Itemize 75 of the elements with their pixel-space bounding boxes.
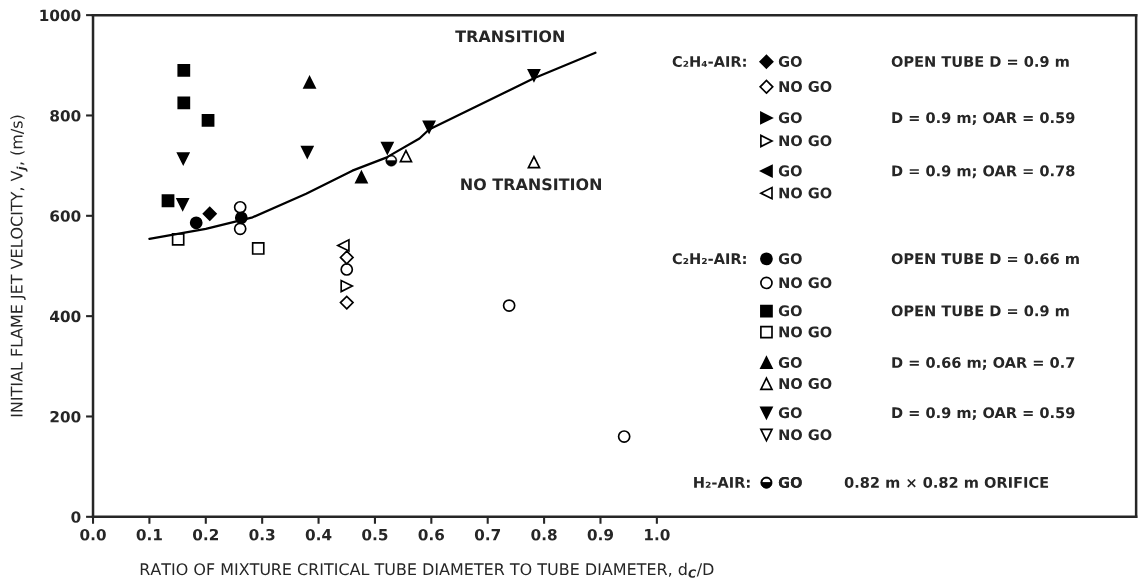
- x-tick-label: 0.1: [136, 528, 162, 541]
- y-tick-label: 1000: [40, 9, 81, 22]
- y-tick-label: 400: [50, 310, 81, 323]
- annotation: D = 0.9 m; OAR = 0.59: [892, 112, 1075, 126]
- annotation: 0.82 m × 0.82 m ORIFICE: [844, 476, 1049, 488]
- legend-label: GO: [778, 165, 802, 177]
- point: [502, 299, 516, 312]
- legend-label: NO GO: [779, 326, 832, 338]
- legend-label: GO: [778, 476, 802, 488]
- point: [177, 96, 191, 110]
- legend-label: NO GO: [779, 429, 832, 441]
- annotation: C₂H₂-AIR:: [672, 253, 746, 265]
- point: [233, 222, 247, 236]
- point: [340, 263, 354, 276]
- point: [617, 430, 631, 443]
- legend-label: GO: [778, 305, 802, 317]
- y-axis-title: INITIAL FLAME JET VELOCITY, V$_{j}$, (m/s): [10, 115, 28, 417]
- x-tick-label: 0.6: [418, 528, 445, 541]
- y-tick-label: 0: [71, 511, 81, 523]
- x-tick-label: 0.0: [80, 528, 106, 541]
- x-tick-label: 0.8: [531, 528, 557, 541]
- x-tick-label: 0.9: [587, 528, 614, 541]
- legend-label: NO GO: [779, 81, 832, 93]
- x-tick-label: 1.0: [645, 528, 670, 541]
- x-axis-title: RATIO OF MIXTURE CRITICAL TUBE DIAMETER TO TUBE DIAMETER, d$_{C}$/D: [140, 562, 714, 578]
- annotation: D = 0.9 m; OAR = 0.78: [892, 165, 1075, 179]
- legend-label: GO: [778, 55, 802, 68]
- point: [339, 250, 354, 265]
- point: [336, 239, 350, 252]
- legend-label: GO: [778, 253, 802, 265]
- point: [201, 114, 215, 127]
- point: [339, 295, 354, 310]
- point: [340, 279, 354, 293]
- point: [171, 232, 185, 246]
- annotation: C₂H₄-AIR:: [672, 55, 746, 68]
- point: [380, 141, 394, 155]
- point: [233, 200, 247, 214]
- legend-label: NO GO: [779, 378, 832, 390]
- point: [176, 152, 190, 166]
- y-tick-label: 800: [50, 109, 81, 122]
- point: [176, 197, 190, 211]
- legend-label: NO GO: [779, 135, 832, 147]
- legend-label: GO: [778, 112, 802, 124]
- annotation: D = 0.9 m; OAR = 0.59: [892, 407, 1075, 421]
- x-tick-label: 0.3: [249, 528, 275, 541]
- point: [300, 145, 314, 159]
- point: [355, 170, 368, 184]
- point: [399, 149, 413, 163]
- annotation: OPEN TUBE D = 0.66 m: [891, 253, 1079, 265]
- annotation: NO TRANSITION: [461, 178, 601, 191]
- legend-label: NO GO: [779, 187, 832, 199]
- point: [303, 75, 316, 89]
- point: [177, 63, 191, 77]
- point: [251, 242, 265, 255]
- legend-label: NO GO: [779, 277, 832, 289]
- point: [189, 216, 203, 230]
- legend-label: GO: [778, 407, 802, 419]
- annotation: OPEN TUBE D = 0.9 m: [891, 305, 1069, 317]
- x-tick-label: 0.5: [362, 528, 388, 541]
- y-tick-label: 200: [50, 410, 81, 423]
- point: [161, 194, 175, 208]
- point: [422, 120, 436, 134]
- x-tick-label: 0.7: [474, 528, 501, 541]
- annotation: OPEN TUBE D = 0.9 m: [891, 55, 1069, 68]
- annotation: D = 0.66 m; OAR = 0.7: [892, 357, 1075, 370]
- legend-label: GO: [778, 357, 802, 369]
- annotation: H₂-AIR:: [694, 477, 750, 488]
- x-tick-label: 0.2: [192, 528, 218, 541]
- annotation: TRANSITION: [455, 30, 564, 43]
- y-tick-label: 600: [50, 210, 81, 222]
- point: [202, 206, 217, 221]
- point: [527, 155, 541, 169]
- point: [234, 211, 248, 225]
- x-tick-label: 0.4: [305, 528, 332, 541]
- point: [527, 68, 541, 82]
